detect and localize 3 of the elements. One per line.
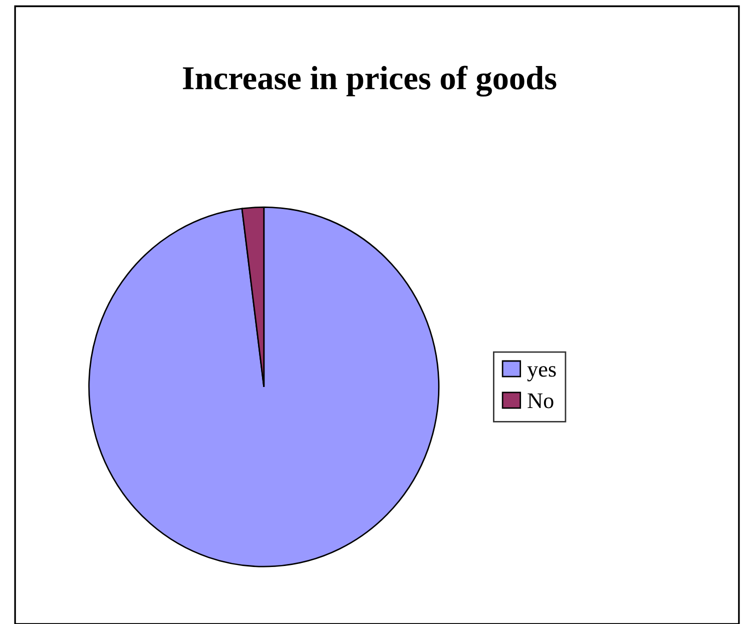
legend-label: No [528,393,554,408]
chart-title: Increase in prices of goods [182,66,556,97]
legend-label: yes [527,366,556,382]
